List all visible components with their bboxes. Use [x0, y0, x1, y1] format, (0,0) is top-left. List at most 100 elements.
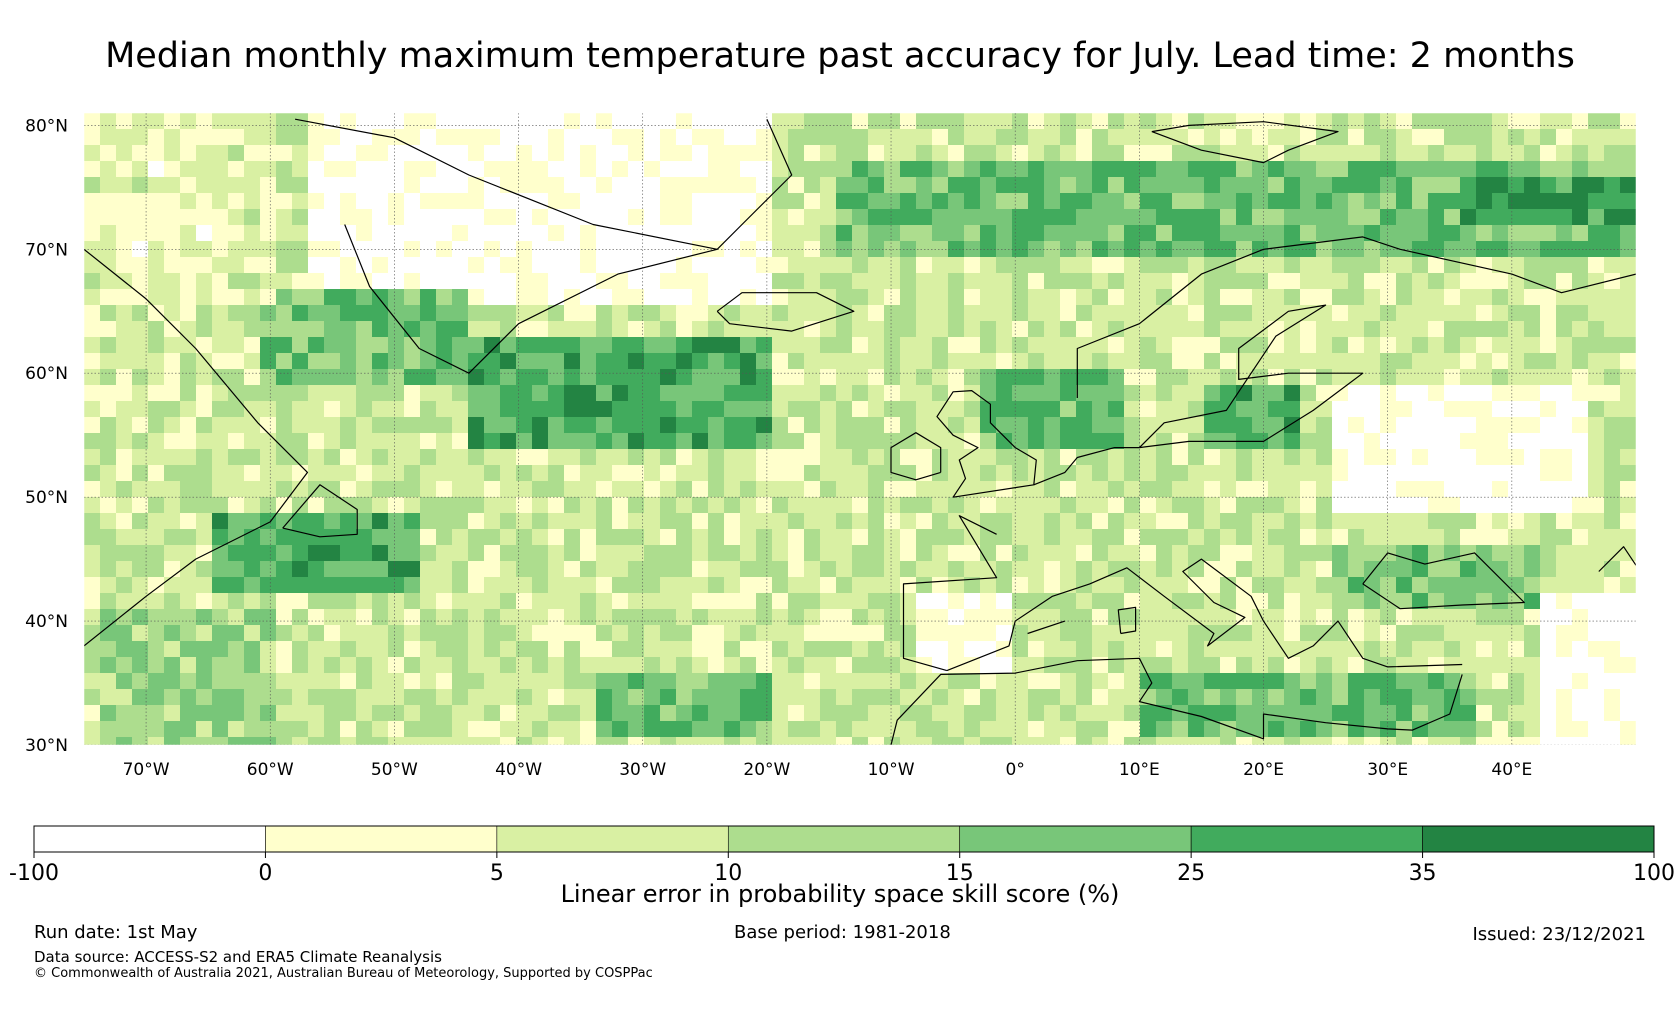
heat-cell [772, 113, 788, 129]
heat-cell [276, 609, 292, 625]
heat-cell [868, 513, 884, 529]
heat-cell [1620, 577, 1636, 593]
heat-cell [484, 689, 500, 705]
heat-cell [1204, 641, 1220, 657]
heat-cell [1348, 417, 1364, 433]
heat-cell [948, 225, 964, 241]
heat-cell [756, 129, 772, 145]
heat-cell [212, 225, 228, 241]
heat-cell [788, 353, 804, 369]
heat-cell [1124, 193, 1140, 209]
heat-cell [1524, 273, 1540, 289]
heat-cell [804, 545, 820, 561]
heat-cell [1604, 481, 1620, 497]
heat-cell [628, 721, 644, 737]
heat-cell [564, 449, 580, 465]
heat-cell [1508, 497, 1524, 513]
heat-cell [1412, 193, 1428, 209]
heat-cell [724, 481, 740, 497]
heat-cell [388, 641, 404, 657]
heat-cell [1172, 161, 1188, 177]
heat-cell [868, 273, 884, 289]
heat-cell [244, 321, 260, 337]
heat-cell [1284, 305, 1300, 321]
heat-cell [500, 401, 516, 417]
heat-cell [1524, 337, 1540, 353]
heat-cell [228, 209, 244, 225]
heat-cell [740, 385, 756, 401]
heat-cell [1364, 289, 1380, 305]
heat-cell [596, 705, 612, 721]
heat-cell [1460, 625, 1476, 641]
heat-cell [516, 481, 532, 497]
heat-cell [948, 481, 964, 497]
heat-cell [564, 625, 580, 641]
heat-cell [916, 353, 932, 369]
heat-cell [644, 337, 660, 353]
heat-cell [980, 305, 996, 321]
heat-cell [660, 529, 676, 545]
heat-cell [820, 225, 836, 241]
heat-cell [740, 625, 756, 641]
heat-cell [948, 129, 964, 145]
heat-cell [820, 401, 836, 417]
heat-cell [724, 449, 740, 465]
heat-cell [436, 273, 452, 289]
heat-cell [1172, 449, 1188, 465]
heat-cell [596, 193, 612, 209]
heat-cell [596, 641, 612, 657]
heat-cell [516, 161, 532, 177]
heat-cell [884, 385, 900, 401]
heat-cell [884, 353, 900, 369]
heat-cell [1044, 305, 1060, 321]
heat-cell [820, 497, 836, 513]
heat-cell [1092, 673, 1108, 689]
heat-cell [372, 417, 388, 433]
heat-cell [1252, 241, 1268, 257]
heat-cell [324, 161, 340, 177]
heat-cell [452, 737, 468, 745]
heat-cell [644, 593, 660, 609]
heat-cell [1412, 609, 1428, 625]
heat-cell [564, 673, 580, 689]
heat-cell [628, 273, 644, 289]
heat-cell [1092, 417, 1108, 433]
heat-cell [1076, 529, 1092, 545]
heat-cell [452, 705, 468, 721]
heat-cell [1396, 433, 1412, 449]
heat-cell [1028, 273, 1044, 289]
heat-cell [612, 673, 628, 689]
heat-cell [196, 369, 212, 385]
heat-cell [804, 209, 820, 225]
heat-cell [868, 721, 884, 737]
heat-cell [452, 673, 468, 689]
heat-cell [340, 737, 356, 745]
heat-cell [1220, 145, 1236, 161]
heat-cell [676, 289, 692, 305]
heat-cell [692, 577, 708, 593]
heat-cell [404, 673, 420, 689]
heat-cell [1604, 113, 1620, 129]
heat-cell [772, 321, 788, 337]
heat-cell [260, 369, 276, 385]
heat-cell [628, 641, 644, 657]
heat-cell [916, 561, 932, 577]
heat-cell [932, 417, 948, 433]
heat-cell [388, 433, 404, 449]
heat-cell [468, 289, 484, 305]
heat-cell [852, 689, 868, 705]
heat-cell [148, 545, 164, 561]
heat-cell [1188, 497, 1204, 513]
heat-cell [708, 113, 724, 129]
heat-cell [756, 305, 772, 321]
heat-cell [900, 321, 916, 337]
heat-cell [1460, 177, 1476, 193]
heat-cell [1492, 337, 1508, 353]
heat-cell [1332, 561, 1348, 577]
heat-cell [1252, 321, 1268, 337]
heat-cell [1492, 129, 1508, 145]
heat-cell [996, 609, 1012, 625]
heat-cell [1124, 577, 1140, 593]
heat-cell [1620, 273, 1636, 289]
heat-cell [820, 529, 836, 545]
